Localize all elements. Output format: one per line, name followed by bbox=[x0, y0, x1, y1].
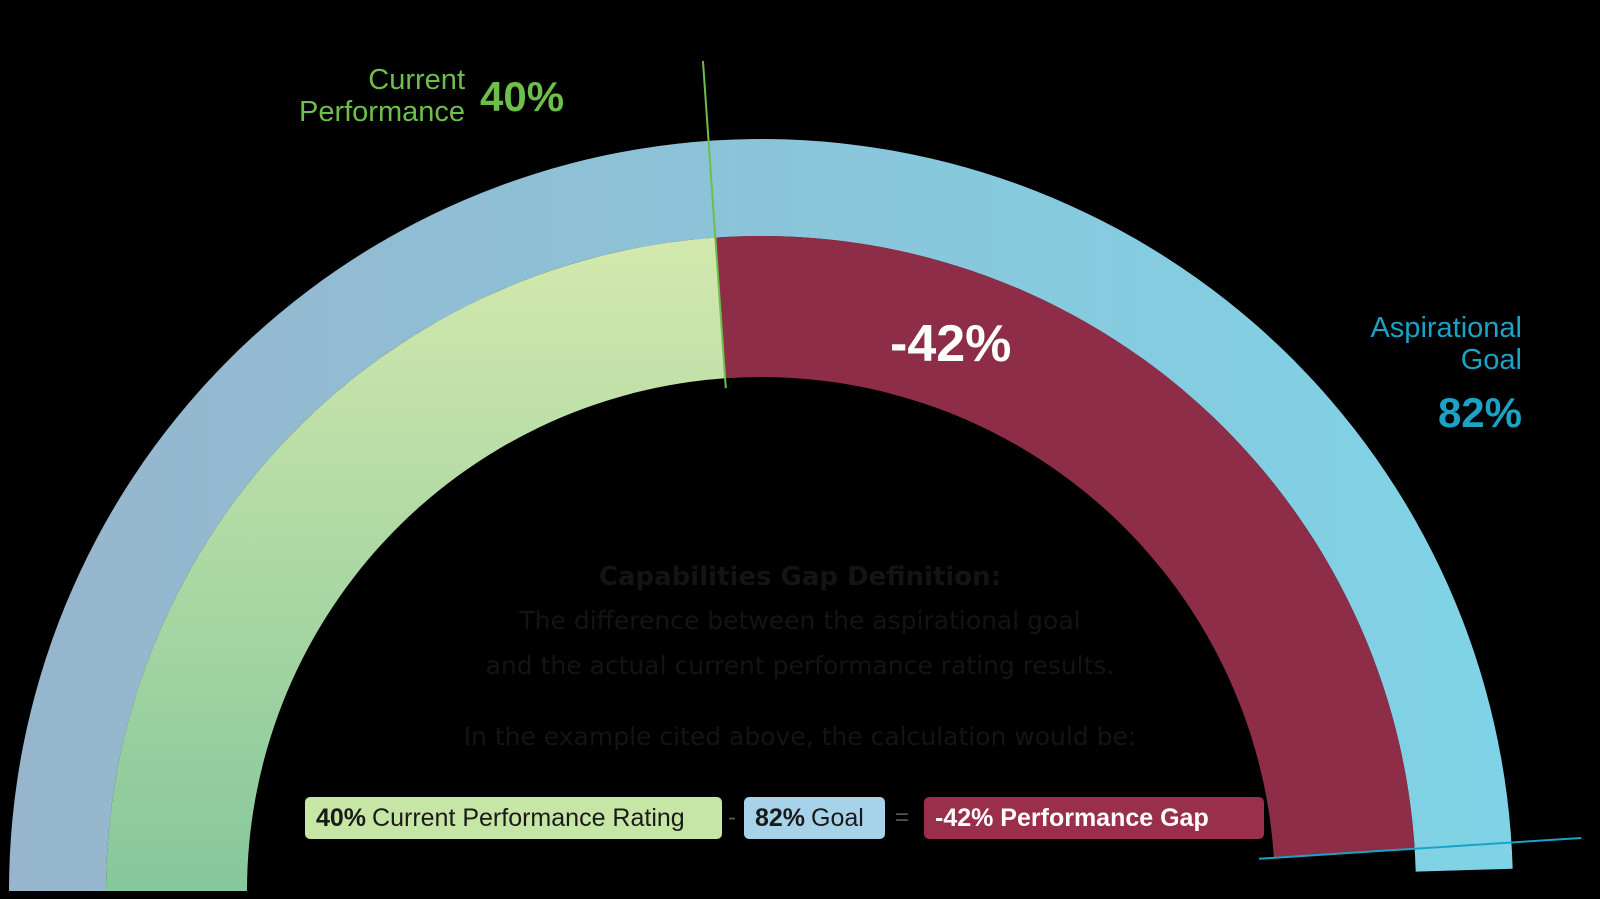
definition-line3: In the example cited above, the calculat… bbox=[463, 722, 1137, 751]
gap-value: -42% bbox=[890, 315, 1012, 373]
current-marker-line bbox=[701, 60, 727, 389]
equation-current-value: 40% bbox=[316, 803, 367, 832]
current-performance-band bbox=[106, 237, 726, 891]
definition-line2: and the actual current performance ratin… bbox=[485, 651, 1115, 680]
equation-gap-box: -42% Performance Gap bbox=[924, 797, 1264, 839]
equation-current-box: 40% Current Performance Rating bbox=[305, 797, 722, 839]
definition-line1: The difference between the aspirational … bbox=[519, 606, 1081, 635]
current-label-line1: Current bbox=[368, 64, 465, 96]
equation-equals: = bbox=[895, 804, 910, 831]
equation-goal-value: 82% bbox=[755, 803, 806, 832]
definition-title: Capabilities Gap Definition: bbox=[598, 562, 1002, 592]
equation-current-text: Current Performance Rating bbox=[372, 803, 685, 832]
goal-marker-line bbox=[1258, 836, 1582, 860]
equation-minus: - bbox=[728, 804, 736, 831]
goal-value: 82% bbox=[1437, 389, 1522, 436]
current-label-line2: Performance bbox=[298, 96, 465, 128]
goal-label-line2: Goal bbox=[1460, 344, 1522, 376]
equation-gap-text: -42% Performance Gap bbox=[935, 803, 1209, 832]
equation-goal-box: 82% Goal bbox=[744, 797, 885, 839]
outer-ring-goal-band bbox=[9, 138, 1513, 892]
goal-label: Aspirational Goal bbox=[1370, 312, 1522, 376]
current-label: Current Performance bbox=[299, 64, 465, 128]
current-value: 40% bbox=[480, 73, 565, 120]
performance-gap-band bbox=[715, 236, 1415, 858]
goal-label-line1: Aspirational bbox=[1370, 312, 1522, 344]
equation-goal-text: Goal bbox=[811, 803, 864, 832]
